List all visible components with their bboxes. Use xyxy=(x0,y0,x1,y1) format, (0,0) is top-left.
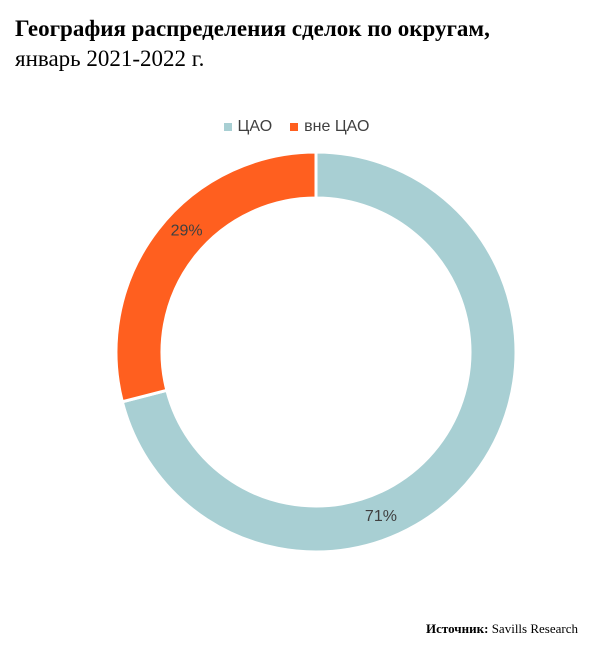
legend-swatch-outside-cao xyxy=(290,123,299,131)
legend-item-cao: ЦАО xyxy=(223,118,273,136)
source-note: Источник: Savills Research xyxy=(426,621,578,637)
legend-label-outside-cao: вне ЦАО xyxy=(304,118,370,135)
chart-subtitle: январь 2021-2022 г. xyxy=(15,46,205,71)
slice-label-outside-cao: 29% xyxy=(171,222,203,239)
legend-label-cao: ЦАО xyxy=(237,118,273,135)
source-value: Savills Research xyxy=(491,621,578,636)
slice-outside-cao xyxy=(114,150,318,404)
chart-legend: ЦАО вне ЦАО xyxy=(0,118,593,136)
donut-labels: 71% 29% xyxy=(171,222,397,524)
slice-label-cao: 71% xyxy=(365,508,397,525)
chart-title: География распределения сделок по округа… xyxy=(15,16,490,41)
source-label: Источник: xyxy=(426,621,489,636)
legend-item-outside-cao: вне ЦАО xyxy=(290,118,369,136)
donut-slices xyxy=(114,150,518,554)
legend-swatch-cao xyxy=(223,123,232,131)
slice-cao xyxy=(120,150,518,554)
chart-title-block: География распределения сделок по округа… xyxy=(15,14,490,74)
